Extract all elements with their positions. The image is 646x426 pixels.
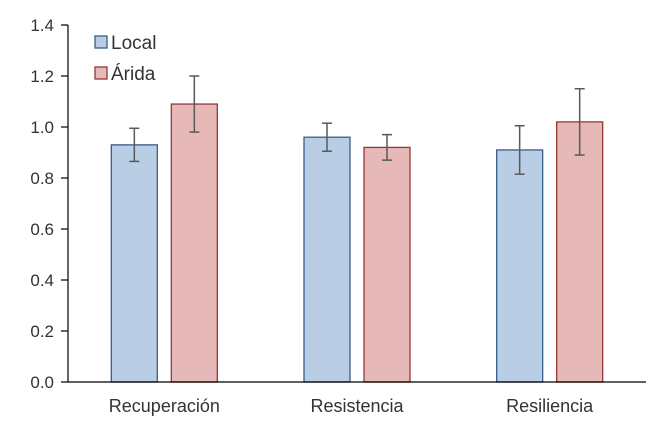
legend-label: Local <box>111 33 156 54</box>
x-tick-label: Resiliencia <box>506 396 594 416</box>
y-tick-label: 0.0 <box>30 373 54 392</box>
bar-local-2 <box>496 149 544 383</box>
x-axis: Recuperación Resistencia Resiliencia <box>68 381 646 416</box>
legend-swatch <box>94 66 108 80</box>
y-tick-label: 1.0 <box>30 118 54 137</box>
bar-local-0 <box>110 144 158 383</box>
x-tick-label: Recuperación <box>109 396 220 416</box>
legend-label: Árida <box>111 64 156 85</box>
x-tick-label: Resistencia <box>310 396 404 416</box>
y-tick-label: 0.6 <box>30 220 54 239</box>
y-tick-label: 1.4 <box>30 16 54 35</box>
y-axis: 0.0 0.2 0.4 0.6 0.8 1.0 1.2 1.4 <box>30 16 69 392</box>
bar-local-1 <box>303 136 351 383</box>
bar-rida-0 <box>170 103 218 383</box>
y-tick-label: 1.2 <box>30 67 54 86</box>
bars <box>110 75 604 383</box>
y-tick-label: 0.8 <box>30 169 54 188</box>
legend: Local Árida <box>94 33 156 85</box>
y-tick-label: 0.4 <box>30 271 54 290</box>
legend-swatch <box>94 35 108 49</box>
bar-rida-2 <box>556 121 604 383</box>
y-tick-label: 0.2 <box>30 322 54 341</box>
bar-rida-1 <box>363 146 411 383</box>
